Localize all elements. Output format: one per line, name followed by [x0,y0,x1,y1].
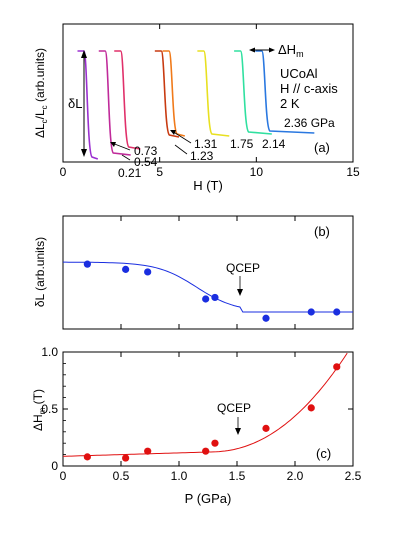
magnetostriction-curve-0.54 [98,50,131,156]
delta-hm-point-5 [262,424,270,432]
pressure-label-2.14: 2.14 [262,137,286,151]
panel-b-fit-curve [63,261,353,313]
panel-a-xlabel: H (T) [193,178,223,193]
pressure-label-1.75: 1.75 [230,137,254,151]
delta-l-point-0 [83,260,91,268]
magnetostriction-curve-2.36 [255,50,315,134]
c-ytick-label-1: 0.5 [41,402,58,416]
panel-b-x-ticks [62,216,354,329]
pressure-label-0.73: 0.73 [134,144,158,158]
panel-c-qcep-label: QCEP [217,401,251,415]
c-xtick-label-4: 2.0 [287,469,304,483]
panel-a-label: (a) [314,140,330,155]
delta-l-point-2 [144,268,152,276]
leader-1.23 [174,144,188,155]
panel-b-qcep-arrow-head [237,289,243,296]
magnetostriction-curve-2.14 [234,50,272,135]
magnetostriction-curve-0.73 [114,50,141,150]
magnetostriction-curve-1.31 [162,50,186,137]
panel-c-ylabel: ΔHm (T) [31,389,47,431]
delta-hm-arrow-head-right [269,47,275,53]
c-xtick-label-1: 0.5 [113,469,130,483]
c-xtick-label-3: 1.5 [229,469,246,483]
field-direction: H // c-axis [280,81,338,96]
panel-c-label: (c) [316,446,331,461]
sample-name: UCoAl [280,66,318,81]
delta-l-point-4 [211,293,219,302]
delta-l-point-7 [333,308,341,316]
panel-c-xlabel: P (GPa) [185,491,232,506]
c-ytick-label-0: 0 [51,459,58,473]
c-xtick-label-2: 1.0 [171,469,188,483]
a-xtick-label-0: 0 [60,165,67,179]
delta-hm-point-1 [122,454,130,462]
panel-a-frame [62,23,354,163]
pressure-label-1.23: 1.23 [190,149,214,163]
panel-a-curves [77,50,315,160]
pressure-label-2.36: 2.36 GPa [284,116,335,130]
leader-0.54 [121,154,131,161]
temperature: 2 K [280,96,300,111]
a-xtick-label-1: 5 [156,165,163,179]
panel-a-x-ticks: 0 5 10 15 [60,24,360,179]
leader-1.31-head [170,130,176,135]
delta-hm-arrow-head-left [249,47,255,53]
panel-b-ylabel: δL (arb.units) [33,237,47,307]
panel-c-points [83,363,341,462]
delta-hm-point-3 [202,447,210,455]
panel-a: 0 5 10 15 δL ΔHm UCoAl H // c-axis 2 K 0.21… [33,23,360,193]
c-xtick-label-0: 0 [60,469,67,483]
panel-a-ylabel: ΔLc/Lc (arb.units) [33,48,49,138]
c-ytick-label-2: 1.0 [41,345,58,359]
delta-hm-point-4 [211,439,219,447]
panel-c-qcep-arrow-head [235,428,241,435]
pressure-label-0.21: 0.21 [118,166,142,180]
c-xtick-label-5: 2.5 [345,469,362,483]
leader-1.31 [171,130,192,144]
magnetostriction-curve-1.23 [154,50,180,138]
delta-l-point-1 [122,265,130,273]
delta-hm-point-0 [83,453,91,461]
pressure-label-0.54: 0.54 [134,155,158,169]
magnetostriction-curve-1.75 [197,50,230,137]
a-xtick-label-2: 10 [250,165,264,179]
panel-b-frame [62,215,354,330]
a-xtick-label-3: 15 [346,165,360,179]
delta-l-point-3 [202,295,210,303]
delta-hm-label: ΔHm [278,42,304,59]
delta-hm-point-2 [144,447,152,455]
delta-l-label: δL [68,96,82,111]
delta-l-point-6 [307,308,315,316]
panel-c-fit-curve [62,352,348,457]
delta-l-point-5 [262,314,270,322]
pressure-label-1.31: 1.31 [194,137,218,151]
delta-l-arrow-head-top [81,50,87,58]
delta-hm-point-7 [333,363,341,371]
panel-b-qcep-label: QCEP [226,261,260,275]
panel-c-ticks: 0 0.5 1.0 1.5 2.0 2.5 0 0.5 1.0 [41,345,361,483]
panel-b-points [83,260,341,322]
leader-0.73-head [110,142,116,147]
panel-b-label: (b) [314,224,330,239]
panel-b: QCEP (b) δL (arb.units) [33,215,354,330]
delta-hm-point-6 [307,404,315,412]
delta-l-arrow-head-bottom [81,149,87,157]
panel-c: 0 0.5 1.0 1.5 2.0 2.5 0 0.5 1.0 QCEP (c) P (GPa)… [31,345,362,506]
